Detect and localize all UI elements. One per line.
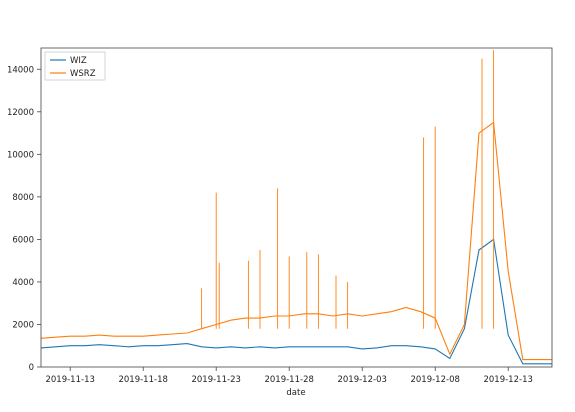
plot-area xyxy=(41,48,552,367)
series-line-wiz xyxy=(40,238,552,365)
legend-box xyxy=(44,51,106,81)
y-tick-label: 2000 xyxy=(12,320,34,330)
y-tick-label: 0 xyxy=(29,363,34,373)
x-axis-title: date xyxy=(286,388,305,398)
series-layer xyxy=(40,50,552,365)
x-tick-label: 2019-11-18 xyxy=(118,375,167,385)
x-tick-label: 2019-12-13 xyxy=(483,375,532,385)
y-tick-label: 10000 xyxy=(7,150,34,160)
x-tick-label: 2019-11-13 xyxy=(45,375,94,385)
legend-label-wsrz: WSRZ xyxy=(70,69,96,79)
y-tick-label: 12000 xyxy=(7,108,34,118)
x-tick-label: 2019-11-23 xyxy=(191,375,240,385)
series-line-wsrz xyxy=(40,121,552,361)
x-tick-label: 2019-12-08 xyxy=(410,375,459,385)
y-tick-label: 6000 xyxy=(12,235,34,245)
legend-label-wiz: WIZ xyxy=(70,56,87,66)
y-tick-label: 4000 xyxy=(12,278,34,288)
axes-frame xyxy=(40,47,553,368)
y-tick-label: 14000 xyxy=(7,65,34,75)
legend: WIZ WSRZ xyxy=(44,51,106,81)
x-tick-label: 2019-11-28 xyxy=(264,375,313,385)
axes-layer: 2019-11-13 2019-11-18 2019-11-23 2019-11-28… xyxy=(7,47,553,385)
y-tick-label: 8000 xyxy=(12,193,34,203)
x-tick-label: 2019-12-03 xyxy=(337,375,386,385)
